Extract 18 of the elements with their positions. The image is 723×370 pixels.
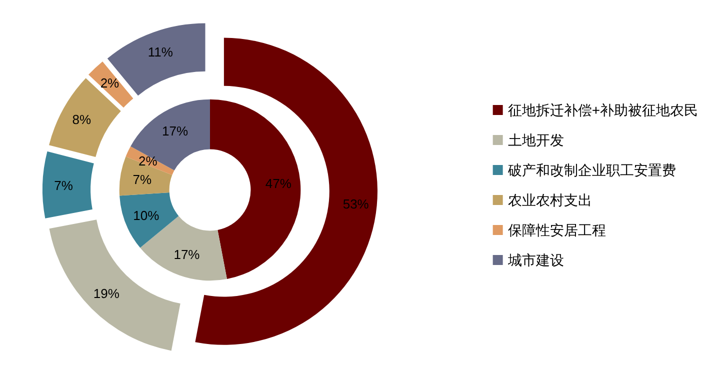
data-label: 10%: [133, 208, 160, 223]
legend-label: 土地开发: [508, 132, 564, 148]
data-label: 7%: [132, 172, 152, 187]
data-label: 47%: [265, 176, 292, 192]
data-label: 2%: [100, 76, 120, 91]
data-label: 7%: [54, 178, 74, 193]
data-label: 53%: [342, 196, 370, 212]
data-label: 11%: [148, 44, 174, 60]
data-label: 8%: [72, 112, 92, 127]
legend-label: 破产和改制企业职工安置费: [506, 162, 676, 178]
data-label: 2%: [138, 153, 158, 168]
legend-label: 征地拆迁补偿+补助被征地农民: [508, 102, 698, 118]
legend-label: 城市建设: [506, 252, 564, 268]
data-label: 19%: [93, 286, 120, 302]
legend-label: 保障性安居工程: [508, 222, 606, 238]
legend-label: 农业农村支出: [508, 192, 592, 208]
data-label: 17%: [162, 123, 188, 138]
data-label: 17%: [174, 247, 200, 262]
